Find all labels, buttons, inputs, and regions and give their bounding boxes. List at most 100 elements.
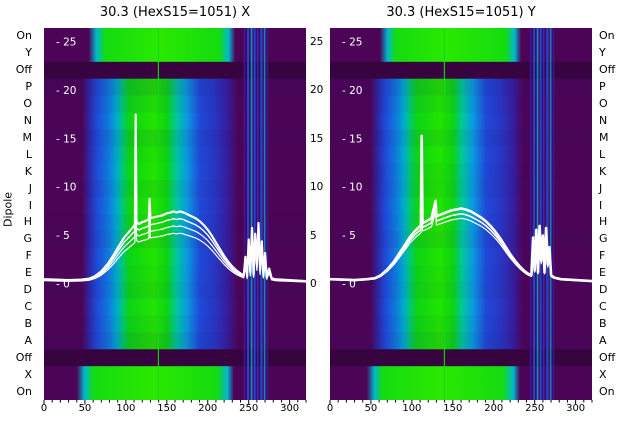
row-label-left: F [25,249,32,263]
row-label-right: X [599,367,607,381]
heatmap-row [44,298,306,317]
heatmap-row [330,146,592,164]
heatmap-row [44,146,306,164]
row-shade [44,332,306,350]
panel-title: 30.3 (HexS15=1051) Y [386,5,536,20]
heatmap-row [330,95,592,114]
heatmap-row [330,315,592,333]
signal-trace [44,164,306,283]
row-label-left: O [23,97,32,111]
vertical-stripe [250,28,253,400]
x-axis-ticks [329,400,593,405]
heatmap-row [330,366,592,384]
row-shade [44,78,306,96]
heatmap-row [44,61,306,80]
row-label-right: K [599,164,607,178]
vertical-stripe [539,28,542,400]
row-label-left: K [24,164,32,178]
heatmap-row [44,197,306,215]
row-label-right: N [599,114,608,127]
right-ytick-label: 15 [310,132,324,145]
inner-ytick-label: - 0 [342,279,356,291]
vertical-stripe [552,28,555,400]
row-label-left: I [28,198,32,212]
inner-ytick-label: - 5 [56,230,70,242]
row-shade [44,230,306,248]
heatmap-row [44,315,306,333]
row-label-left: A [24,333,32,347]
heatmap-row [330,264,592,283]
row-label-left: E [25,266,32,280]
row-label-left: C [24,300,32,313]
row-label-right: A [599,333,607,347]
row-shade [44,315,306,333]
inner-ytick-label: - 15 [342,133,363,145]
vertical-stripe [542,28,545,400]
heatmap-row [330,61,592,80]
row-label-right: F [599,249,606,263]
row-shade [330,332,592,350]
signal-trace [330,154,592,283]
row-label-left: Off [15,63,32,77]
x-tick-label: 300 [280,403,300,414]
row-label-left: Y [25,46,32,60]
row-label-right: Y [599,46,606,60]
row-label-left: On [16,384,32,398]
heatmap-row [44,28,306,46]
vertical-stripe [549,28,552,400]
row-label-right: E [599,266,606,280]
row-label-left: M [22,130,33,144]
heatmap-row [330,214,592,232]
row-label-right: M [599,130,609,144]
row-label-left: G [23,232,32,246]
row-label-right: O [599,97,608,111]
heatmap-row [330,112,592,131]
row-shade [330,95,592,113]
row-label-right: H [599,215,608,229]
heatmap-row [44,78,306,97]
x-tick-label: 100 [116,403,136,414]
x-tick-label: 200 [484,403,504,414]
heatmap-row [330,332,592,350]
heatmap-row [330,163,592,181]
vertical-stripe [243,28,246,400]
x-tick-label: 150 [443,403,463,414]
heatmap-row [44,281,306,300]
vertical-stripe [253,28,256,400]
row-label-left: L [25,147,32,161]
inner-ytick-label: - 20 [56,85,77,97]
row-label-left: P [25,80,32,94]
right-ytick-label: 20 [310,84,324,97]
row-label-right: L [599,147,606,161]
heatmap-row [44,264,306,283]
row-shade [330,315,592,333]
heatmap-row [330,349,592,367]
heatmap-row [330,44,592,63]
x-tick-label: 0 [326,403,334,414]
x-tick-label: 50 [78,403,92,414]
green-vline [157,28,160,400]
row-label-right: D [599,283,608,297]
row-shade [330,281,592,299]
panel-title: 30.3 (HexS15=1051) X [99,5,251,20]
vertical-stripe [536,28,539,400]
heatmap-row [44,180,306,198]
heatmap-row [330,78,592,97]
row-label-left: On [16,29,32,43]
row-label-left: X [24,367,32,381]
heatmap-panel: - 25 - 20 - 15 - 10 - 5 - 0 [44,28,306,400]
inner-ytick-label: - 10 [56,182,77,194]
right-ytick-label: 25 [310,36,324,48]
row-label-right: On [599,384,615,398]
heatmap-row [44,112,306,131]
heatmap-row [44,129,306,147]
heatmap-row [330,383,592,400]
heatmap-row [330,197,592,215]
inner-ytick-label: - 20 [342,85,363,97]
inner-ytick-label: - 10 [342,182,363,194]
heatmap-row [330,230,592,249]
row-label-right: Off [599,63,616,77]
x-tick-label: 200 [198,403,218,414]
row-shade [330,78,592,96]
